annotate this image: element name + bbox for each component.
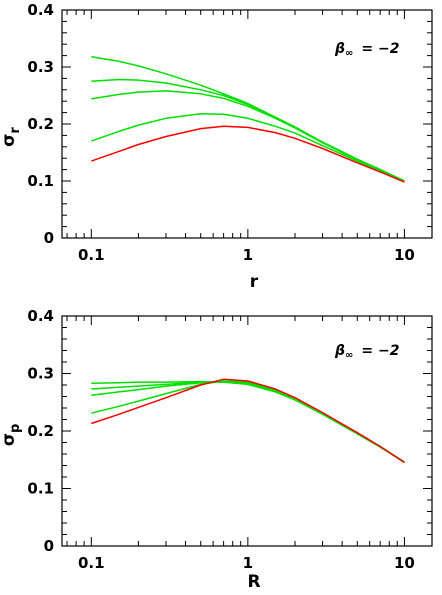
svg-text:σr: σr <box>0 127 23 147</box>
series-line-2 <box>91 78 405 182</box>
y-axis-label-symbol: σ <box>0 433 19 446</box>
y-axis-label-symbol: σ <box>0 134 19 147</box>
y-tick-label: 0.1 <box>27 172 54 190</box>
series-line-1 <box>91 380 405 463</box>
x-axis-label: r <box>250 272 259 292</box>
series-line-2 <box>91 381 405 463</box>
y-tick-label: 0 <box>44 229 54 247</box>
y-tick-label: 0.2 <box>27 115 54 133</box>
beta-subscript: ∞ <box>345 350 353 361</box>
x-tick-label: 10 <box>394 554 415 572</box>
y-tick-label: 0.4 <box>27 307 54 325</box>
y-tick-label: 0.3 <box>27 58 54 76</box>
chart-sigma-p-svg: σp R β∞ = −2 0 0.1 0.2 0.3 0.4 0.1 1 10 <box>0 307 433 592</box>
beta-value: = −2 <box>361 41 399 57</box>
y-tick-label: 0 <box>44 537 54 555</box>
series-line-4 <box>91 380 405 463</box>
x-tick-label: 10 <box>394 246 415 264</box>
chart-sigma-r-svg: σr r β∞ = −2 00.10.20.30.40.1 1 10 <box>0 1 433 292</box>
y-axis-label: σp <box>0 424 23 447</box>
series-line-3 <box>91 380 405 463</box>
y-axis-label-subscript: r <box>8 127 23 134</box>
x-tick-label: 1 <box>243 554 253 572</box>
beta-annotation: β∞ = −2 <box>334 41 399 59</box>
y-tick-label: 0.2 <box>27 422 54 440</box>
beta-value: = −2 <box>361 343 399 359</box>
y-tick-label: 0.1 <box>27 480 54 498</box>
svg-text:σp: σp <box>0 424 23 447</box>
beta-symbol: β <box>334 343 345 359</box>
x-tick-label: 0.1 <box>78 246 105 264</box>
chart-sigma-r: σr r β∞ = −2 0 0.1 0.2 0.3 0.4 0.1 1 10 <box>0 0 442 297</box>
series-line-3 <box>91 90 405 182</box>
series-line-5 <box>91 125 405 183</box>
y-tick-label: 0.3 <box>27 365 54 383</box>
series-line-5 <box>91 378 405 464</box>
beta-symbol: β <box>334 41 345 57</box>
x-tick-label: 0.1 <box>78 554 105 572</box>
y-axis-label-subscript: p <box>8 424 23 433</box>
beta-subscript: ∞ <box>345 48 353 59</box>
y-axis-label: σr <box>0 127 23 147</box>
beta-annotation: β∞ = −2 <box>334 343 399 361</box>
x-tick-label: 1 <box>243 246 253 264</box>
x-axis-label: R <box>247 572 260 592</box>
chart-sigma-p: σp R β∞ = −2 0 0.1 0.2 0.3 0.4 0.1 1 10 <box>0 298 442 595</box>
y-tick-label: 0.4 <box>27 1 54 19</box>
series-line-4 <box>91 112 405 182</box>
